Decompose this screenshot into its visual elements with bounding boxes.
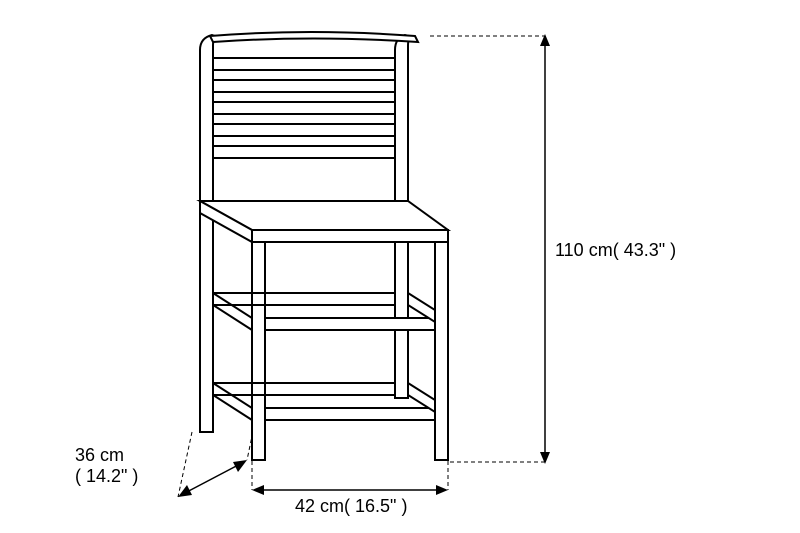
diagram-container: 110 cm( 43.3" ) 42 cm( 16.5" ) 36 cm ( 1…	[0, 0, 800, 533]
depth-inches: ( 14.2" )	[75, 466, 138, 486]
depth-cm: 36 cm	[75, 445, 124, 465]
height-cm: 110 cm	[555, 240, 613, 260]
width-label: 42 cm( 16.5" )	[295, 496, 407, 517]
depth-label: 36 cm ( 14.2" )	[75, 445, 138, 487]
height-label: 110 cm( 43.3" )	[555, 240, 676, 261]
height-inches: ( 43.3" )	[613, 240, 676, 260]
width-inches: ( 16.5" )	[344, 496, 407, 516]
width-cm: 42 cm	[295, 496, 344, 516]
